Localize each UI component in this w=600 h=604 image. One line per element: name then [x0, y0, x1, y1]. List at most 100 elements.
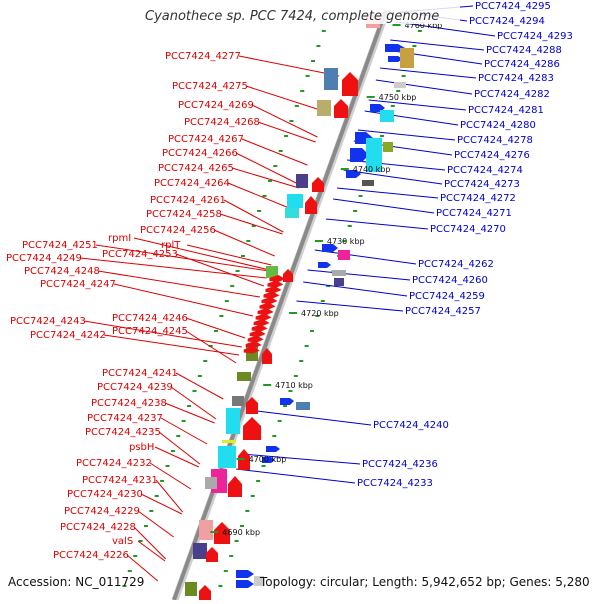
gene-label-right[interactable]: PCC7424_4272: [440, 193, 516, 204]
gene-label-right[interactable]: PCC7424_4293: [497, 31, 573, 42]
gene-label-right[interactable]: PCC7424_4282: [474, 89, 550, 100]
leader-line: [164, 402, 215, 424]
leader-line: [296, 300, 404, 312]
track-tick: [256, 480, 261, 482]
gene-label-right[interactable]: PCC7424_4276: [454, 150, 530, 161]
gene-label-left[interactable]: PCC7424_4264: [154, 178, 230, 189]
gene-label-right[interactable]: PCC7424_4233: [357, 478, 433, 489]
leader-line: [175, 253, 264, 287]
gene-label-left[interactable]: PCC7424_4253: [102, 249, 178, 260]
gene-label-right[interactable]: PCC7424_4270: [430, 224, 506, 235]
gene-label-left[interactable]: PCC7424_4266: [162, 148, 238, 159]
gene-label-left[interactable]: rplT: [161, 240, 181, 251]
track-tick: [289, 120, 294, 122]
leader-line: [390, 39, 485, 51]
gene-label-right[interactable]: PCC7424_4286: [484, 59, 560, 70]
gene-label-right[interactable]: PCC7424_4278: [457, 135, 533, 146]
track-tick: [283, 405, 288, 407]
gene-label-right[interactable]: PCC7424_4295: [475, 1, 551, 12]
gene-label-right[interactable]: PCC7424_4257: [405, 306, 481, 317]
gene-arrow: [342, 72, 358, 96]
track-tick: [234, 540, 239, 542]
gene-label-left[interactable]: PCC7424_4247: [40, 279, 116, 290]
gene-label-left[interactable]: PCC7424_4243: [10, 316, 86, 327]
gene-block: [296, 174, 308, 188]
gene-label-right[interactable]: PCC7424_4274: [447, 165, 523, 176]
gene-label-right[interactable]: PCC7424_4288: [486, 45, 562, 56]
gene-label-left[interactable]: PCC7424_4232: [76, 458, 152, 469]
gene-label-left[interactable]: PCC7424_4245: [112, 326, 188, 337]
gene-label-left[interactable]: psbH: [129, 442, 154, 453]
leader-line: [113, 283, 254, 317]
track-tick: [154, 495, 159, 497]
gene-label-left[interactable]: PCC7424_4239: [97, 382, 173, 393]
gene-label-right[interactable]: PCC7424_4283: [478, 73, 554, 84]
leader-line: [314, 249, 417, 265]
track-tick: [294, 105, 299, 107]
gene-label-right[interactable]: PCC7424_4262: [418, 259, 494, 270]
track-tick: [239, 525, 244, 527]
leader-line: [364, 110, 459, 126]
gene-label-left[interactable]: PCC7424_4246: [112, 313, 188, 324]
gene-label-left[interactable]: PCC7424_4249: [6, 253, 82, 264]
gene-arrow: [243, 417, 261, 440]
gene-label-right[interactable]: PCC7424_4294: [469, 16, 545, 27]
gene-label-left[interactable]: PCC7424_4268: [184, 117, 260, 128]
gene-label-left[interactable]: PCC7424_4237: [87, 413, 163, 424]
track-tick: [245, 510, 250, 512]
gene-arrow: [255, 313, 272, 321]
gene-label-right[interactable]: PCC7424_4260: [412, 275, 488, 286]
track-tick: [224, 300, 229, 302]
leader-line: [236, 468, 356, 484]
gene-label-left[interactable]: PCC7424_4238: [91, 398, 167, 409]
track-tick: [214, 330, 219, 332]
gene-label-left[interactable]: PCC7424_4267: [168, 134, 244, 145]
track-tick: [321, 30, 326, 32]
gene-label-left[interactable]: PCC7424_4251: [22, 240, 98, 251]
gene-label-left[interactable]: PCC7424_4258: [146, 209, 222, 220]
track-tick: [284, 135, 289, 137]
gene-arrow: [388, 56, 403, 62]
track-tick: [197, 375, 202, 377]
scale-tick: [392, 24, 401, 26]
track-tick: [401, 75, 406, 77]
track-tick: [251, 225, 256, 227]
leader-line: [347, 159, 446, 171]
gene-label-right[interactable]: PCC7424_4271: [436, 208, 512, 219]
gene-label-left[interactable]: PCC7424_4229: [64, 506, 140, 517]
gene-label-left[interactable]: PCC7424_4241: [102, 368, 178, 379]
gene-label-left[interactable]: PCC7424_4230: [67, 489, 143, 500]
gene-label-left[interactable]: rpmI: [108, 233, 131, 244]
gene-label-right[interactable]: PCC7424_4280: [460, 120, 536, 131]
scale-label: 4710 kbp: [275, 381, 313, 390]
gene-label-left[interactable]: PCC7424_4226: [53, 550, 129, 561]
track-tick: [143, 525, 148, 527]
gene-label-left[interactable]: PCC7424_4242: [30, 330, 106, 341]
gene-label-left[interactable]: PCC7424_4265: [158, 163, 234, 174]
gene-label-left[interactable]: PCC7424_4235: [85, 427, 161, 438]
track-tick: [316, 45, 321, 47]
leader-line: [336, 187, 439, 199]
gene-arrow: [262, 348, 272, 364]
gene-label-left[interactable]: PCC7424_4231: [82, 475, 158, 486]
gene-label-right[interactable]: PCC7424_4281: [468, 105, 544, 116]
gene-label-left[interactable]: PCC7424_4256: [140, 225, 216, 236]
gene-label-left[interactable]: PCC7424_4228: [60, 522, 136, 533]
gene-label-left[interactable]: PCC7424_4261: [150, 195, 226, 206]
gene-label-left[interactable]: PCC7424_4277: [165, 51, 241, 62]
leader-line: [79, 257, 267, 279]
gene-label-left[interactable]: PCC7424_4248: [24, 266, 100, 277]
gene-label-right[interactable]: PCC7424_4259: [409, 291, 485, 302]
scale-label: 4720 kbp: [301, 309, 339, 318]
gene-arrow: [214, 522, 230, 544]
gene-arrow: [265, 286, 282, 293]
leader-line: [213, 229, 275, 257]
gene-label-right[interactable]: PCC7424_4240: [373, 420, 449, 431]
gene-label-left[interactable]: valS: [112, 536, 133, 547]
gene-label-left[interactable]: PCC7424_4275: [172, 81, 248, 92]
gene-label-right[interactable]: PCC7424_4273: [444, 179, 520, 190]
gene-arrow: [283, 269, 293, 282]
gene-label-left[interactable]: PCC7424_4269: [178, 100, 254, 111]
gene-arrow: [206, 547, 218, 562]
gene-label-right[interactable]: PCC7424_4236: [362, 459, 438, 470]
